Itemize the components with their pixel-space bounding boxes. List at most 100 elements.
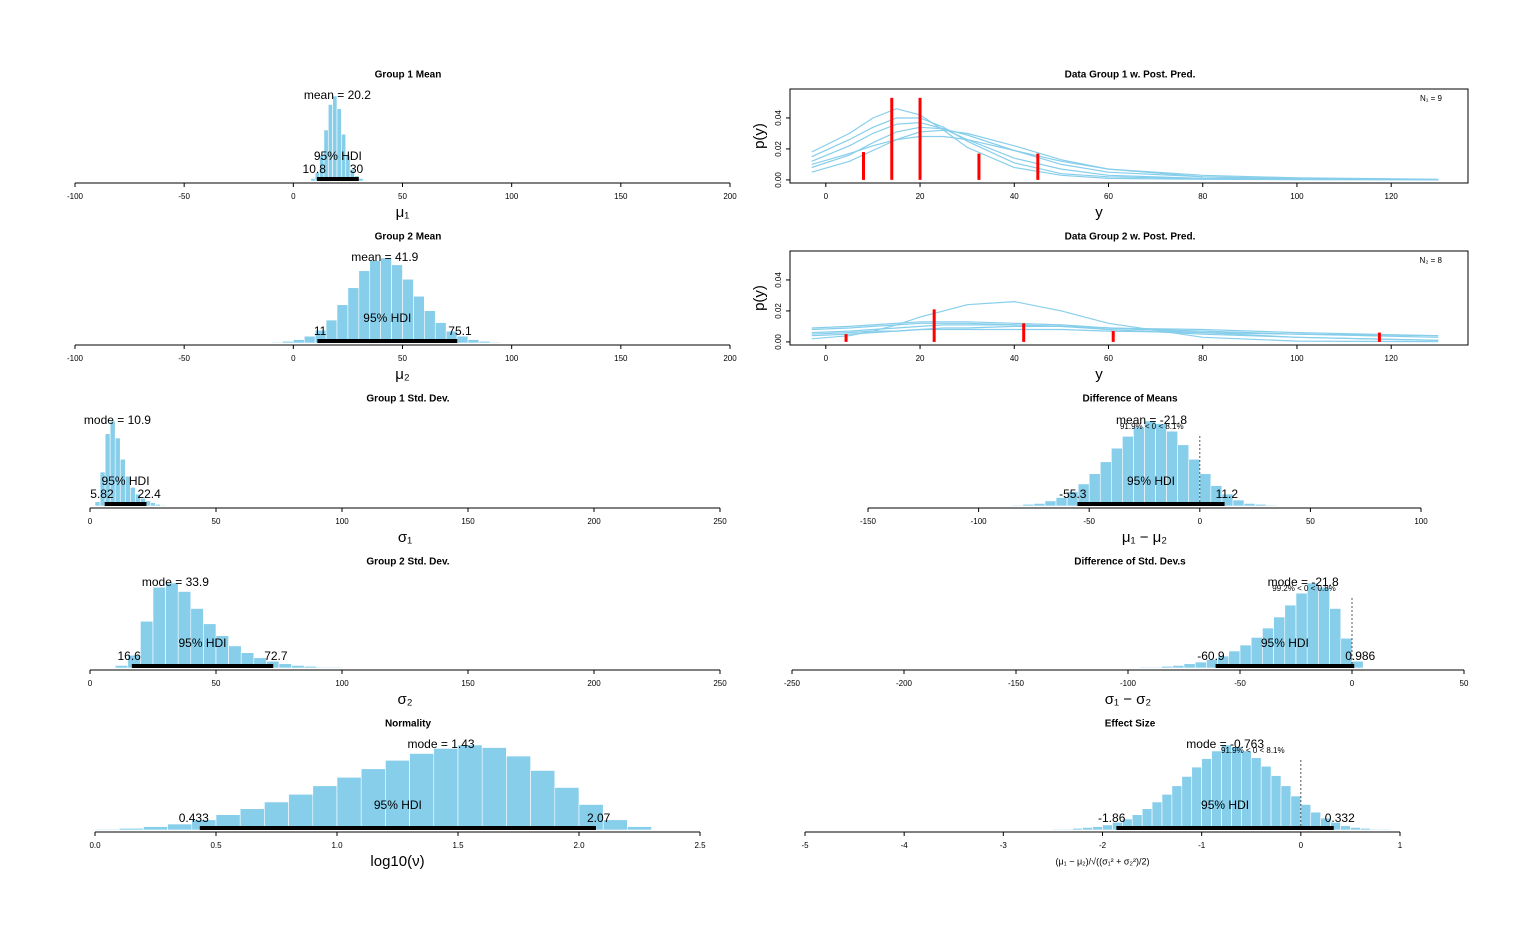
pp-curve xyxy=(811,135,1439,180)
bar xyxy=(271,341,283,344)
x-tick-label: 60 xyxy=(1104,192,1113,201)
bar xyxy=(1099,461,1112,507)
x-tick-label: 250 xyxy=(713,517,727,526)
x-tick-label: -4 xyxy=(901,841,909,850)
hdi-label: 95% HDI xyxy=(1127,474,1175,488)
x-tick-label: 20 xyxy=(916,192,925,201)
bar xyxy=(424,310,436,344)
x-axis-label: y xyxy=(1095,366,1103,383)
bar xyxy=(165,582,179,669)
x-tick-label: 1.5 xyxy=(452,841,464,850)
y-tick-label: 0.00 xyxy=(774,172,783,188)
x-tick-label: -150 xyxy=(1008,679,1025,688)
x-tick-label: -50 xyxy=(178,192,190,201)
bar xyxy=(391,264,403,344)
center-label: mode = 33.9 xyxy=(142,575,209,589)
hdi-low: 5.82 xyxy=(90,487,114,501)
x-tick-label: 200 xyxy=(723,354,737,363)
hdi-label: 95% HDI xyxy=(179,636,227,650)
x-axis-label: μ₂ xyxy=(395,366,410,383)
x-tick-label: 150 xyxy=(461,679,475,688)
bar xyxy=(312,785,338,831)
bar xyxy=(358,178,364,182)
bar xyxy=(1102,824,1113,831)
bar xyxy=(1033,503,1046,507)
bar xyxy=(358,270,371,344)
x-tick-label: 2.5 xyxy=(694,841,706,850)
x-tick-label: 200 xyxy=(723,192,737,201)
center-label: mode = -0.763 xyxy=(1186,737,1264,751)
bar xyxy=(1133,426,1145,507)
x-tick-label: 80 xyxy=(1198,192,1207,201)
center-label: mean = 41.9 xyxy=(351,250,418,264)
x-tick-label: 0 xyxy=(291,354,296,363)
bar xyxy=(578,804,604,831)
bar xyxy=(118,827,144,831)
y-tick-label: 0.00 xyxy=(774,334,783,350)
bar xyxy=(1318,586,1330,669)
bar xyxy=(1231,746,1242,831)
hdi-low: -55.3 xyxy=(1059,487,1087,501)
bar xyxy=(1138,666,1151,669)
bar xyxy=(1270,775,1282,831)
bar xyxy=(278,663,292,669)
bar xyxy=(160,504,166,507)
bar xyxy=(1177,444,1190,507)
sample-size: N₁ = 9 xyxy=(1420,94,1443,103)
bar xyxy=(506,755,531,831)
hdi-low: 11 xyxy=(314,324,327,338)
comparison-label: 91.9% < 0 < 8.1% xyxy=(1221,746,1285,755)
bar xyxy=(1211,750,1222,831)
x-tick-label: 2.0 xyxy=(573,841,585,850)
bar xyxy=(554,787,580,831)
bar xyxy=(140,620,154,669)
hdi-low: 0.433 xyxy=(179,811,209,825)
x-tick-label: -250 xyxy=(784,679,801,688)
x-tick-label: -50 xyxy=(1234,679,1246,688)
pp-curve xyxy=(811,108,1439,181)
y-axis-label: p(y) xyxy=(751,123,768,149)
bar xyxy=(310,178,316,182)
x-tick-label: 200 xyxy=(587,517,601,526)
bar xyxy=(1306,582,1319,669)
hdi-low: -1.86 xyxy=(1098,811,1126,825)
x-axis-label: σ₂ xyxy=(397,691,412,708)
bar xyxy=(1161,665,1174,669)
bar xyxy=(94,828,120,831)
hdi-low: -60.9 xyxy=(1197,649,1225,663)
center-label: mode = 10.9 xyxy=(84,413,151,427)
hdi-high: 0.332 xyxy=(1325,811,1355,825)
x-tick-label: 100 xyxy=(1290,354,1304,363)
x-tick-label: 0.5 xyxy=(210,841,222,850)
pp-curve xyxy=(811,325,1439,337)
bar xyxy=(336,776,362,831)
x-tick-label: -50 xyxy=(178,354,190,363)
hdi-label: 95% HDI xyxy=(102,474,150,488)
pp-curve xyxy=(811,324,1439,338)
hdi-high: 72.7 xyxy=(264,649,288,663)
bar xyxy=(1188,458,1201,507)
x-tick-label: -150 xyxy=(860,517,877,526)
x-tick-label: 120 xyxy=(1385,192,1399,201)
bar xyxy=(1092,826,1103,831)
x-tick-label: 40 xyxy=(1010,192,1019,201)
x-tick-label: 1 xyxy=(1398,841,1403,850)
pp-curve xyxy=(811,129,1439,181)
bar xyxy=(329,666,343,669)
bar xyxy=(114,665,129,669)
sample-size: N₂ = 8 xyxy=(1420,256,1443,265)
hdi-high: 75.1 xyxy=(448,324,472,338)
x-tick-label: 100 xyxy=(505,192,519,201)
hdi-high: 30 xyxy=(350,162,364,176)
pp-curve xyxy=(811,322,1439,341)
x-axis-label: (μ₁ − μ₂)/√((σ₁² + σ₂²)/2) xyxy=(1056,856,1150,866)
bar xyxy=(155,503,161,507)
x-tick-label: 0 xyxy=(824,192,829,201)
y-tick-label: 0.04 xyxy=(774,110,783,126)
bar xyxy=(1254,503,1267,507)
x-tick-label: 250 xyxy=(713,679,727,688)
x-tick-label: 1.0 xyxy=(331,841,343,850)
bar xyxy=(1171,785,1183,831)
